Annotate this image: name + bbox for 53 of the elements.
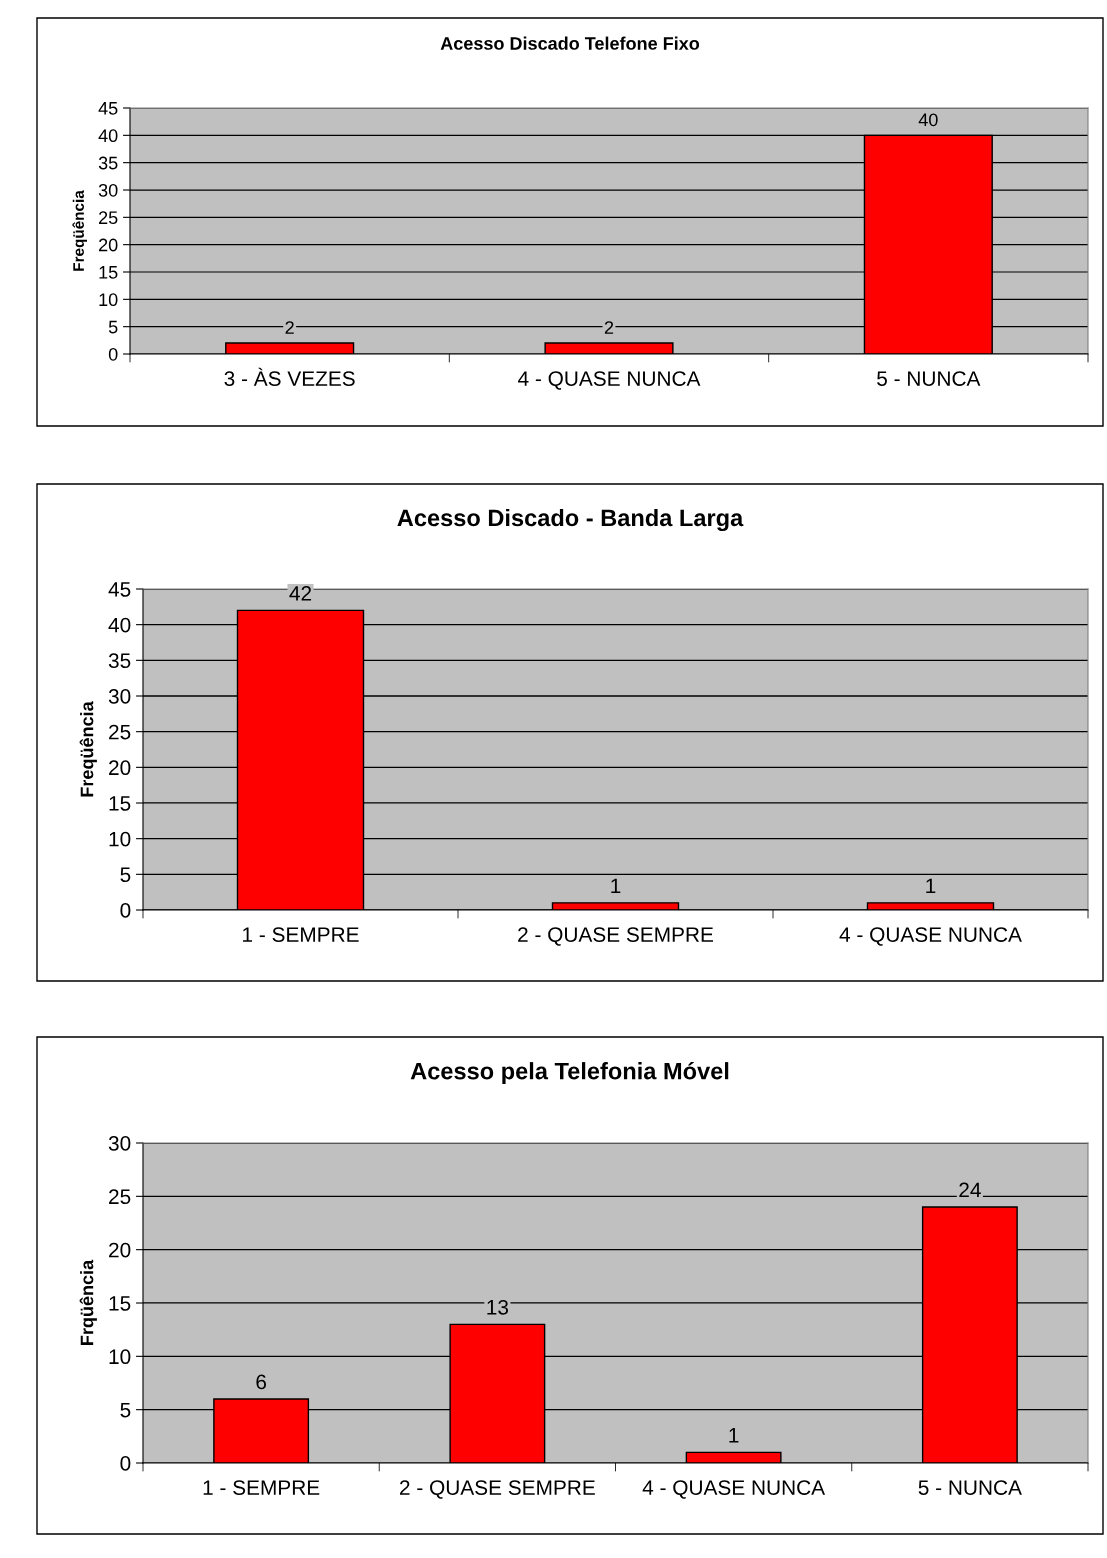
y-tick-label: 0 xyxy=(120,1456,131,1471)
data-label: 1 xyxy=(611,878,621,893)
y-tick-label: 20 xyxy=(99,238,118,252)
x-tick-label: 4 - QUASE NUNCA xyxy=(518,371,701,390)
y-axis-title: Freqüência xyxy=(79,701,97,797)
y-tick-label: 0 xyxy=(108,347,118,361)
y-tick-label: 15 xyxy=(99,266,118,279)
data-label: 2 xyxy=(604,321,614,334)
data-label: 42 xyxy=(289,585,312,601)
y-tick-label: 25 xyxy=(109,1189,131,1205)
data-label: 1 xyxy=(926,878,936,893)
y-tick-label: 10 xyxy=(109,831,131,847)
x-tick-label: 1 - SEMPRE xyxy=(243,927,359,942)
y-tick-label: 45 xyxy=(108,582,131,597)
y-tick-label: 5 xyxy=(108,320,118,334)
x-tick-label: 4 - QUASE NUNCA xyxy=(839,927,1022,946)
chart-title: Acesso Discado Telefone Fixo xyxy=(440,36,700,50)
y-tick-label: 5 xyxy=(120,867,131,883)
chart-title: Acesso pela Telefonia Móvel xyxy=(410,1061,729,1085)
y-tick-label: 30 xyxy=(108,689,131,704)
y-tick-label: 10 xyxy=(99,293,118,307)
data-label: 24 xyxy=(959,1182,981,1198)
y-tick-label: 25 xyxy=(109,724,131,740)
y-tick-label: 30 xyxy=(98,183,118,197)
y-tick-label: 30 xyxy=(108,1136,131,1151)
x-tick-label: 3 - ÀS VEZES xyxy=(224,367,355,386)
y-tick-label: 40 xyxy=(98,129,118,143)
x-tick-label: 5 - NUNCA xyxy=(877,371,981,386)
y-tick-label: 20 xyxy=(109,1242,131,1258)
data-label: 1 xyxy=(729,1428,739,1443)
y-tick-label: 45 xyxy=(98,102,118,115)
y-tick-label: 15 xyxy=(109,1296,131,1311)
x-tick-label: 2 - QUASE SEMPRE xyxy=(518,927,714,946)
x-tick-label: 2 - QUASE SEMPRE xyxy=(400,1480,595,1499)
y-tick-label: 20 xyxy=(109,760,131,776)
data-label: 13 xyxy=(487,1299,509,1315)
y-tick-label: 40 xyxy=(108,617,131,633)
y-tick-label: 15 xyxy=(109,796,131,811)
y-tick-label: 35 xyxy=(108,653,131,669)
x-tick-label: 4 - QUASE NUNCA xyxy=(642,1480,826,1499)
y-tick-label: 5 xyxy=(120,1402,131,1418)
data-label: 40 xyxy=(918,113,938,127)
y-tick-label: 10 xyxy=(109,1349,131,1365)
y-tick-label: 35 xyxy=(98,156,118,170)
y-tick-label: 0 xyxy=(120,903,131,918)
x-tick-label: 5 - NUNCA xyxy=(918,1480,1022,1495)
chart-title: Acesso Discado - Banda Larga xyxy=(397,508,744,532)
y-axis-title: Frqüência xyxy=(79,1259,97,1345)
data-label: 2 xyxy=(285,321,294,334)
data-label: 6 xyxy=(256,1374,266,1390)
y-axis-title: Freqüência xyxy=(72,190,87,271)
y-tick-label: 25 xyxy=(99,211,118,225)
x-tick-label: 1 - SEMPRE xyxy=(203,1480,320,1495)
